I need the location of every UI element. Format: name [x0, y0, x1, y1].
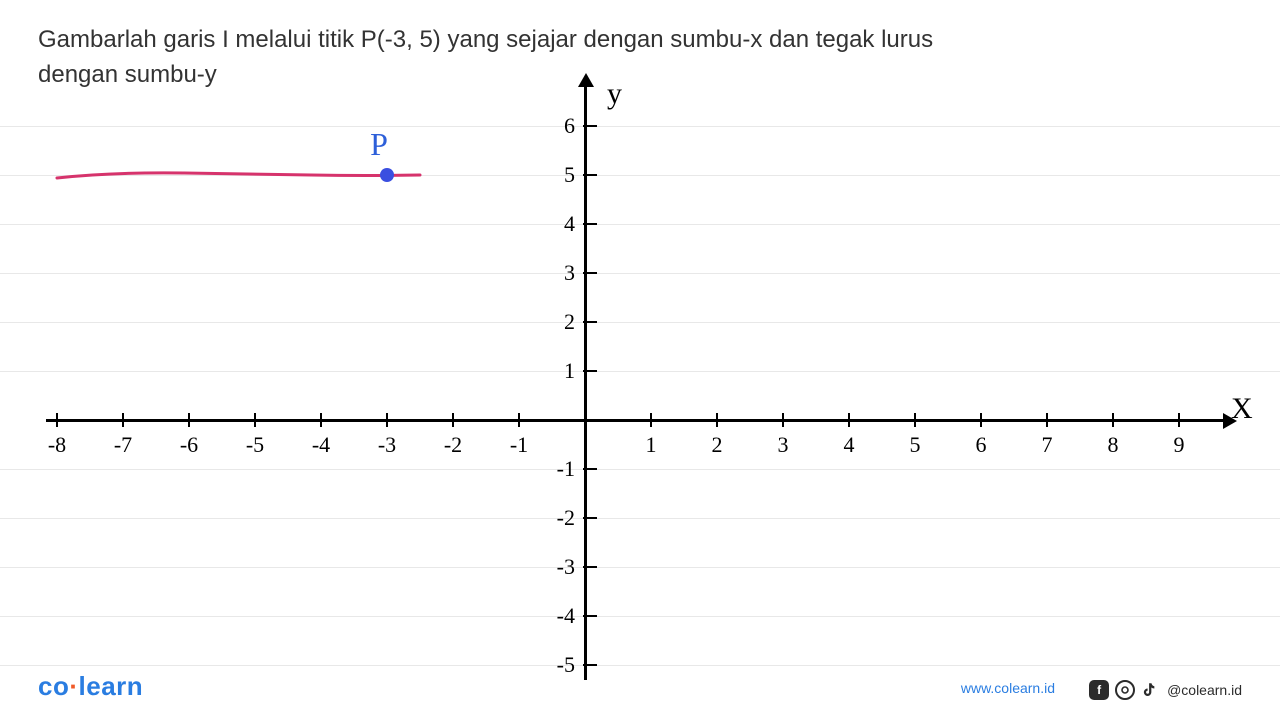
point-p — [380, 168, 394, 182]
x-tick-label: 3 — [778, 432, 789, 458]
x-tick — [1112, 413, 1114, 427]
y-tick-label: 1 — [564, 358, 575, 384]
x-tick — [188, 413, 190, 427]
footer-socials: f @colearn.id — [1089, 680, 1242, 700]
point-p-label: P — [370, 126, 388, 163]
y-tick-label: -3 — [557, 554, 575, 580]
x-tick-label: -6 — [180, 432, 198, 458]
x-tick — [914, 413, 916, 427]
y-tick-label: 5 — [564, 162, 575, 188]
instagram-icon — [1115, 680, 1135, 700]
x-tick-label: 9 — [1174, 432, 1185, 458]
x-tick-label: -2 — [444, 432, 462, 458]
y-tick — [583, 566, 597, 568]
y-tick — [583, 468, 597, 470]
facebook-icon: f — [1089, 680, 1109, 700]
x-tick-label: -3 — [378, 432, 396, 458]
x-tick-label: 6 — [976, 432, 987, 458]
x-tick — [980, 413, 982, 427]
brand-right: learn — [79, 671, 144, 701]
x-tick — [122, 413, 124, 427]
y-tick — [583, 615, 597, 617]
x-tick-label: -5 — [246, 432, 264, 458]
brand-left: co — [38, 671, 69, 701]
gridline — [0, 616, 1280, 617]
x-tick — [518, 413, 520, 427]
y-tick — [583, 664, 597, 666]
x-tick — [650, 413, 652, 427]
x-tick-label: 5 — [910, 432, 921, 458]
gridline — [0, 322, 1280, 323]
y-axis-label: y — [607, 77, 622, 111]
footer-handle: @colearn.id — [1167, 682, 1242, 698]
x-tick — [716, 413, 718, 427]
gridline — [0, 126, 1280, 127]
x-tick-label: 4 — [844, 432, 855, 458]
y-tick-label: 2 — [564, 309, 575, 335]
brand-dot: · — [69, 671, 78, 701]
gridline — [0, 469, 1280, 470]
x-tick-label: 2 — [712, 432, 723, 458]
y-tick — [583, 272, 597, 274]
x-tick-label: -4 — [312, 432, 330, 458]
gridline — [0, 273, 1280, 274]
x-tick — [254, 413, 256, 427]
y-tick — [583, 125, 597, 127]
y-tick — [583, 517, 597, 519]
y-tick-label: 4 — [564, 211, 575, 237]
x-tick — [56, 413, 58, 427]
x-tick — [452, 413, 454, 427]
x-tick-label: 1 — [646, 432, 657, 458]
y-tick-label: 3 — [564, 260, 575, 286]
x-axis-label: X — [1231, 392, 1253, 426]
x-tick — [1046, 413, 1048, 427]
y-tick-label: -1 — [557, 456, 575, 482]
footer-url: www.colearn.id — [961, 680, 1055, 696]
y-tick — [583, 223, 597, 225]
y-tick — [583, 321, 597, 323]
x-tick-label: 7 — [1042, 432, 1053, 458]
gridline — [0, 224, 1280, 225]
screen: Gambarlah garis I melalui titik P(-3, 5)… — [0, 0, 1280, 720]
y-tick-label: -4 — [557, 603, 575, 629]
x-tick-label: 8 — [1108, 432, 1119, 458]
gridline — [0, 371, 1280, 372]
x-tick-label: -7 — [114, 432, 132, 458]
x-tick — [848, 413, 850, 427]
y-tick — [583, 370, 597, 372]
gridline — [0, 567, 1280, 568]
y-tick-label: 6 — [564, 113, 575, 139]
x-tick — [1178, 413, 1180, 427]
cartesian-plot: -8-7-6-5-4-3-2-1123456789X-5-4-3-2-11234… — [0, 0, 1280, 720]
y-tick — [583, 174, 597, 176]
footer: co·learn www.colearn.id f @colearn.id — [0, 670, 1280, 702]
x-tick-label: -1 — [510, 432, 528, 458]
y-tick-label: -2 — [557, 505, 575, 531]
x-tick — [782, 413, 784, 427]
x-tick — [386, 413, 388, 427]
brand-logo: co·learn — [38, 671, 143, 702]
gridline — [0, 665, 1280, 666]
x-axis — [46, 419, 1225, 422]
y-axis-arrow — [578, 73, 594, 87]
gridline — [0, 518, 1280, 519]
drawn-line — [47, 160, 430, 190]
x-tick-label: -8 — [48, 432, 66, 458]
tiktok-icon — [1141, 680, 1159, 700]
x-tick — [320, 413, 322, 427]
